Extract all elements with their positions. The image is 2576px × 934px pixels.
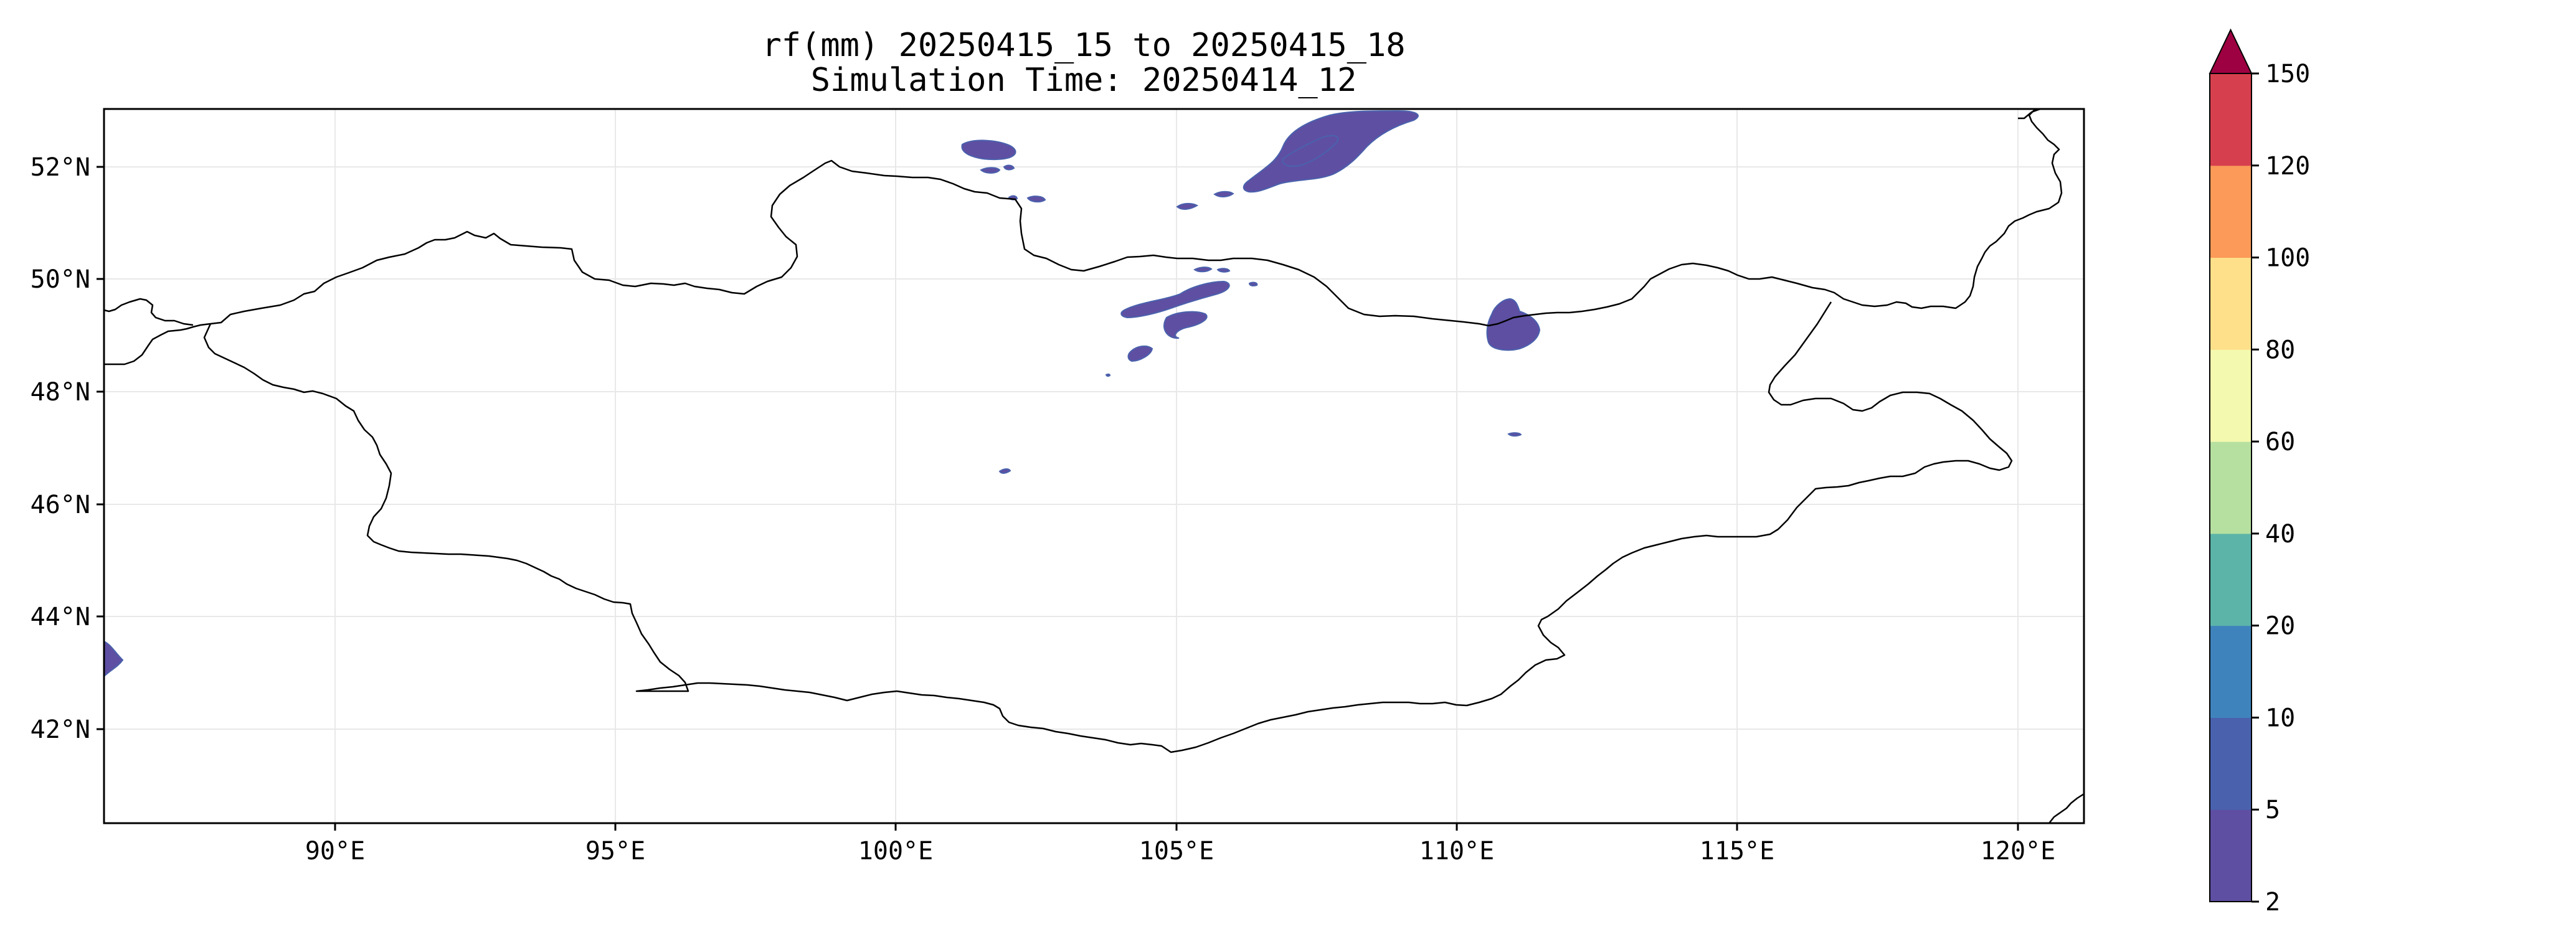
- lat-tick-48: 48°N: [31, 378, 104, 407]
- rain-patch: [1176, 202, 1198, 210]
- lon-tick-115: 115°E: [1700, 823, 1774, 866]
- rain-patch: [1248, 281, 1258, 286]
- mongolia-border-south: [203, 303, 2013, 753]
- map-frame: [103, 108, 2085, 824]
- lon-tick-label: 115°E: [1700, 837, 1774, 866]
- lat-tick-label: 50°N: [31, 265, 90, 294]
- rain-patch: [1507, 432, 1522, 437]
- border-west-north: [103, 298, 194, 326]
- lon-tick-label: 110°E: [1419, 837, 1494, 866]
- colorbar-segment: [2210, 349, 2252, 442]
- colorbar-segment: [2210, 809, 2252, 902]
- rain-patch-east: [1486, 298, 1541, 351]
- colorbar-tick-label: 2: [2265, 888, 2280, 917]
- border-southeast: [2048, 793, 2085, 824]
- lat-tick-label: 48°N: [31, 378, 90, 407]
- rain-patch: [1193, 267, 1213, 273]
- lat-tick-42: 42°N: [31, 715, 104, 744]
- colorbar-segment: [2210, 165, 2252, 258]
- lat-axis: 52°N 50°N 48°N 46°N 44°N 42°N: [31, 153, 104, 744]
- map-background: [104, 109, 2084, 823]
- lon-tick-95: 95°E: [585, 823, 645, 866]
- colorbar-tick-label: 5: [2265, 796, 2280, 824]
- country-borders: [103, 108, 2085, 824]
- colorbar: 2 5 10 20 40 60 80 100 120 150: [2209, 28, 2310, 917]
- lon-tick-label: 100°E: [858, 837, 933, 866]
- colorbar-segment: [2210, 441, 2252, 534]
- lon-tick-100: 100°E: [858, 823, 933, 866]
- lat-tick-label: 46°N: [31, 491, 90, 519]
- colorbar-frame: [2209, 73, 2252, 902]
- colorbar-extend-triangle: [2209, 28, 2253, 74]
- lon-tick-label: 95°E: [585, 837, 645, 866]
- rain-patch-west: [103, 640, 124, 678]
- colorbar-tick-label: 60: [2265, 428, 2295, 456]
- map-subtitle: Simulation Time: 20250414_12: [811, 62, 1357, 99]
- lat-tick-44: 44°N: [31, 603, 104, 631]
- colorbar-tick-label: 10: [2265, 704, 2295, 732]
- lat-tick-46: 46°N: [31, 491, 104, 519]
- rain-patch: [961, 139, 1016, 161]
- rain-patch: [1213, 191, 1234, 197]
- colorbar-tick-label: 150: [2265, 60, 2310, 88]
- colorbar-segment: [2210, 533, 2252, 626]
- colorbar-tick-label: 120: [2265, 152, 2310, 181]
- border-west: [104, 323, 211, 366]
- rain-patch: [1105, 373, 1111, 377]
- rain-patch: [1163, 311, 1208, 339]
- lon-tick-label: 105°E: [1139, 837, 1214, 866]
- colorbar-segment: [2210, 625, 2252, 718]
- colorbar-tick-label: 20: [2265, 612, 2295, 641]
- map-gridlines: [104, 109, 2084, 823]
- mongolia-border: [210, 108, 2063, 327]
- lat-tick-50: 50°N: [31, 265, 104, 294]
- colorbar-segment: [2210, 717, 2252, 810]
- rain-patch: [980, 167, 1001, 174]
- border-east-inner: [1829, 301, 1832, 304]
- lat-tick-label: 44°N: [31, 603, 90, 631]
- rain-patch: [1127, 345, 1153, 362]
- lon-tick-label: 90°E: [305, 837, 365, 866]
- colorbar-segment: [2210, 73, 2252, 166]
- colorbar-segment: [2210, 257, 2252, 350]
- lon-tick-120: 120°E: [1981, 823, 2055, 866]
- rain-patch: [1026, 196, 1046, 203]
- rain-patch: [1216, 268, 1231, 273]
- colorbar-tick-label: 80: [2265, 336, 2295, 364]
- lon-tick-105: 105°E: [1139, 823, 1214, 866]
- lat-tick-label: 52°N: [31, 153, 90, 182]
- border-northeast: [2018, 108, 2041, 120]
- rainfall-areas: [103, 110, 1541, 678]
- colorbar-tick-label: 100: [2265, 244, 2310, 273]
- rain-band-center: [1120, 280, 1230, 319]
- lon-tick-90: 90°E: [305, 823, 365, 866]
- lat-tick-label: 42°N: [31, 715, 90, 744]
- lon-axis: 90°E 95°E 100°E 105°E 110°E 115°E 120°E: [305, 823, 2055, 866]
- lat-tick-52: 52°N: [31, 153, 104, 182]
- rain-band-north: [1243, 110, 1419, 193]
- map-title: rf(mm) 20250415_15 to 20250415_18: [762, 27, 1405, 64]
- rain-patch: [998, 468, 1011, 474]
- lon-tick-label: 120°E: [1981, 837, 2055, 866]
- map-panel: [103, 108, 2085, 824]
- lon-tick-110: 110°E: [1419, 823, 1494, 866]
- rain-patch: [1003, 164, 1015, 171]
- colorbar-tick-label: 40: [2265, 520, 2295, 549]
